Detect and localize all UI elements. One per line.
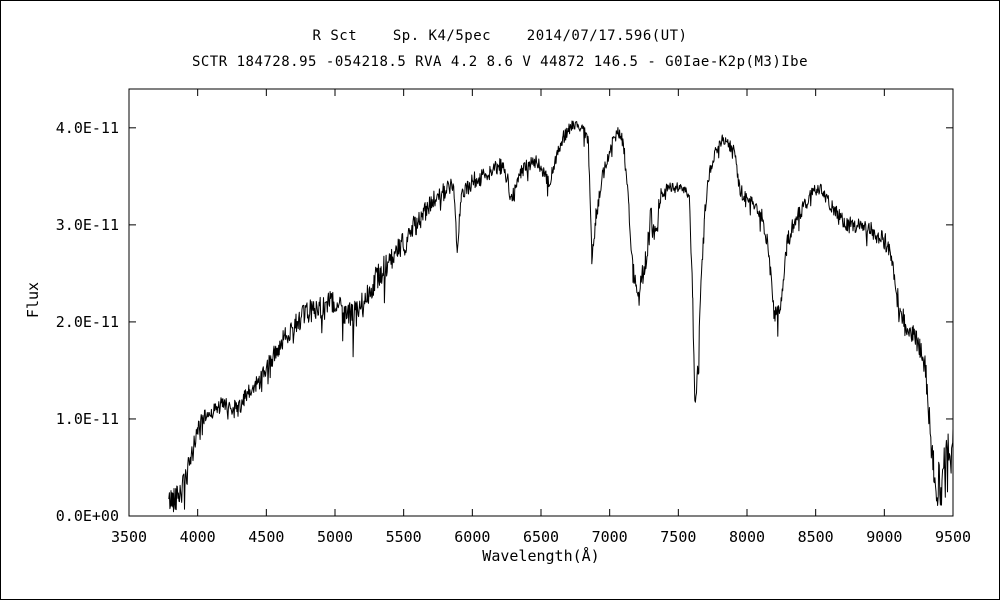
x-tick-label: 7000 bbox=[592, 528, 628, 546]
x-tick-label: 3500 bbox=[111, 528, 147, 546]
x-tick-label: 4000 bbox=[180, 528, 216, 546]
plot-border bbox=[128, 88, 954, 517]
x-tick-label: 5500 bbox=[386, 528, 422, 546]
x-axis-label: Wavelength(Å) bbox=[482, 547, 600, 565]
y-axis-label: Flux bbox=[24, 281, 43, 319]
chart-title: R Sct Sp. K4/5pec 2014/07/17.596(UT) bbox=[312, 28, 688, 44]
y-tick-label: 0.0E+00 bbox=[56, 507, 119, 525]
x-tick-label: 7500 bbox=[660, 528, 696, 546]
y-tick-label: 2.0E-11 bbox=[56, 313, 119, 331]
x-tick-label: 6500 bbox=[523, 528, 559, 546]
y-tick-label: 4.0E-11 bbox=[56, 119, 119, 137]
spectrum-line bbox=[168, 120, 954, 513]
x-tick-label: 8500 bbox=[798, 528, 834, 546]
x-tick-label: 6000 bbox=[454, 528, 490, 546]
x-tick-label: 9000 bbox=[866, 528, 902, 546]
y-tick-label: 1.0E-11 bbox=[56, 410, 119, 428]
chart-subtitle: SCTR 184728.95 -054218.5 RVA 4.2 8.6 V 4… bbox=[191, 54, 809, 70]
x-tick-label: 9500 bbox=[935, 528, 971, 546]
x-tick-label: 8000 bbox=[729, 528, 765, 546]
y-tick-label: 3.0E-11 bbox=[56, 216, 119, 234]
x-tick-label: 4500 bbox=[248, 528, 284, 546]
x-tick-label: 5000 bbox=[317, 528, 353, 546]
